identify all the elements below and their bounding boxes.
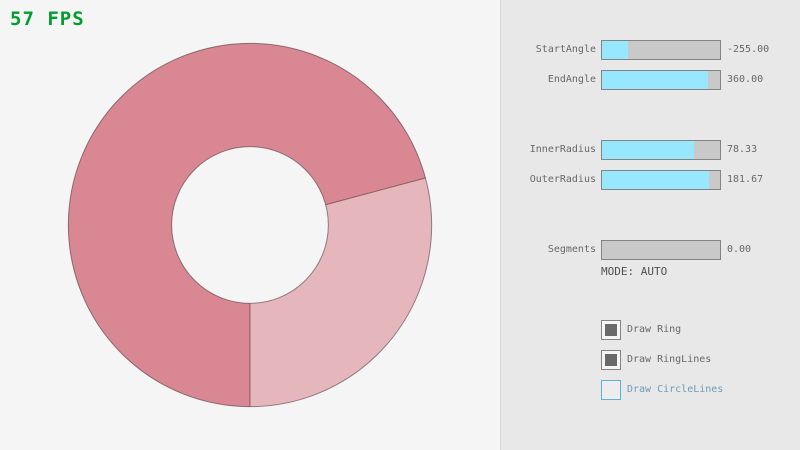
start-angle-slider[interactable] [601, 40, 721, 60]
start-angle-value: -255.00 [727, 44, 770, 55]
outer-radius-label: OuterRadius [529, 174, 596, 185]
draw-ring-checkbox-label: Draw Ring [627, 324, 682, 335]
ring-canvas [67, 42, 433, 408]
draw-circle-lines-checkbox-label: Draw CircleLines [627, 384, 724, 395]
slider-row-end-angle: EndAngle 360.00 [501, 70, 800, 90]
draw-circle-lines-checkbox-row: Draw CircleLines [501, 380, 800, 400]
draw-ring-checkbox-row: Draw Ring [501, 320, 800, 340]
slider-row-segments: Segments 0.00 [501, 240, 800, 260]
draw-ring-lines-checkbox-label: Draw RingLines [627, 354, 712, 365]
segments-slider[interactable] [601, 240, 721, 260]
inner-radius-slider[interactable] [601, 140, 721, 160]
draw-ring-lines-checkbox[interactable] [601, 350, 621, 370]
check-mark-icon [605, 354, 617, 366]
segments-value: 0.00 [727, 244, 752, 255]
draw-ring-lines-checkbox-row: Draw RingLines [501, 350, 800, 370]
draw-ring-checkbox[interactable] [601, 320, 621, 340]
draw-circle-lines-checkbox[interactable] [601, 380, 621, 400]
start-angle-slider-fill [602, 41, 628, 59]
inner-radius-label: InnerRadius [529, 144, 596, 155]
check-mark-icon [605, 324, 617, 336]
inner-radius-value: 78.33 [727, 144, 758, 155]
fps-counter: 57 FPS [10, 8, 85, 30]
segments-label: Segments [547, 244, 596, 255]
end-angle-slider[interactable] [601, 70, 721, 90]
inner-radius-slider-fill [602, 141, 695, 159]
slider-row-inner-radius: InnerRadius 78.33 [501, 140, 800, 160]
start-angle-label: StartAngle [535, 44, 596, 55]
outer-radius-value: 181.67 [727, 174, 764, 185]
controls-panel: StartAngle -255.00 EndAngle 360.00 Inner… [500, 0, 800, 450]
slider-row-outer-radius: OuterRadius 181.67 [501, 170, 800, 190]
end-angle-label: EndAngle [547, 74, 596, 85]
outer-radius-slider-fill [602, 171, 710, 189]
end-angle-value: 360.00 [727, 74, 764, 85]
end-angle-slider-fill [602, 71, 709, 89]
outer-radius-slider[interactable] [601, 170, 721, 190]
slider-row-start-angle: StartAngle -255.00 [501, 40, 800, 60]
segments-mode-text: MODE: AUTO [601, 265, 668, 278]
